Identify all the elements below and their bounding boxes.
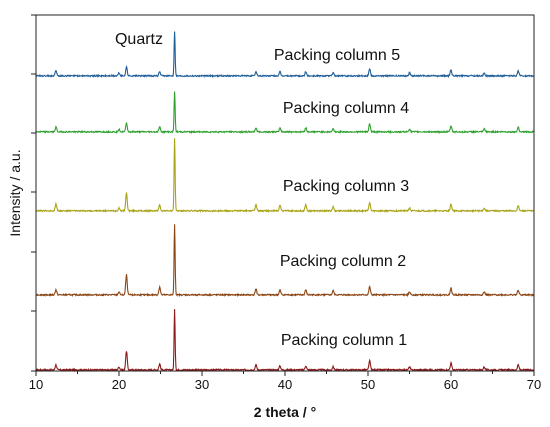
- x-tick-label: 30: [195, 377, 209, 392]
- x-tick-label: 20: [112, 377, 126, 392]
- x-axis-label: 2 theta / °: [254, 404, 316, 420]
- series-label-packing-column-4: Packing column 4: [283, 100, 409, 117]
- x-tick-label: 60: [444, 377, 458, 392]
- y-axis-label: Intensity / a.u.: [7, 149, 23, 236]
- series-label-packing-column-2: Packing column 2: [280, 253, 406, 270]
- series-label-packing-column-5: Packing column 5: [274, 47, 400, 64]
- x-tick-label: 10: [29, 377, 43, 392]
- series-label-packing-column-3: Packing column 3: [283, 178, 409, 195]
- x-tick-label: 70: [527, 377, 541, 392]
- x-tick-label: 40: [278, 377, 292, 392]
- label-layer: 2 theta / ° Intensity / a.u. Quartz Pack…: [7, 31, 409, 420]
- series-line-packing-column-3: [35, 138, 535, 214]
- series-line-packing-column-2: [35, 224, 535, 298]
- axis-layer: 10 20 30 40 50 60 70: [29, 14, 541, 392]
- series-line-packing-column-1: [35, 309, 534, 373]
- series-line-packing-column-4: [35, 91, 535, 135]
- series-line-packing-column-5: [35, 31, 534, 79]
- series-layer: [35, 31, 535, 373]
- x-tick-label: 50: [361, 377, 375, 392]
- series-label-packing-column-1: Packing column 1: [281, 332, 407, 349]
- quartz-annotation: Quartz: [115, 31, 163, 48]
